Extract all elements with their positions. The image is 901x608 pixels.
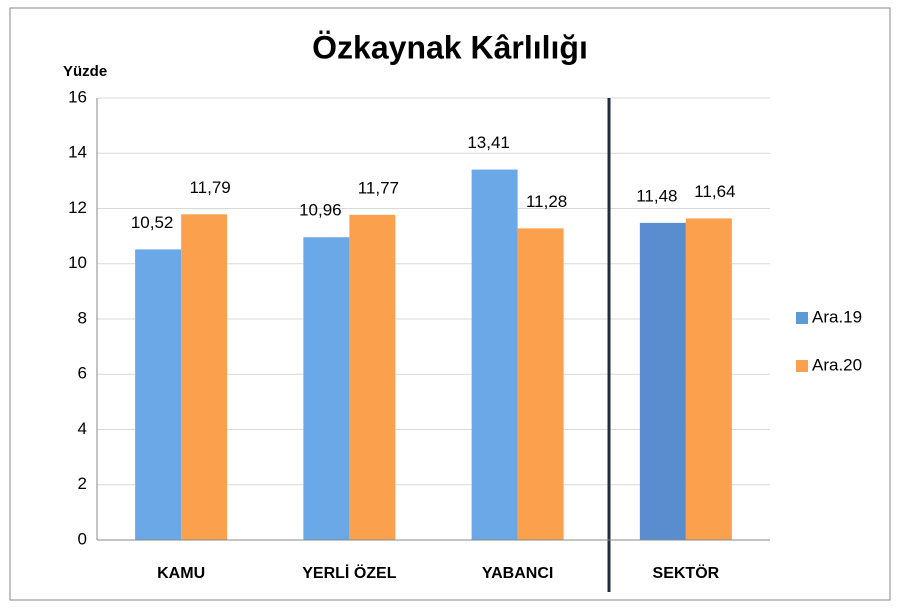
value-label: 11,79 [189, 178, 230, 197]
plot [135, 169, 732, 541]
x-tick-label: KAMU [157, 565, 205, 582]
bar [181, 214, 228, 540]
x-tick-label: YERLİ ÖZEL [302, 563, 396, 582]
value-label: 13,41 [467, 133, 510, 152]
legend-swatch [796, 360, 808, 372]
y-tick-label: 8 [78, 308, 87, 327]
value-label: 10,96 [299, 201, 342, 220]
y-tick-label: 16 [68, 87, 87, 106]
legend-label: Ara.19 [812, 307, 862, 326]
value-label: 11,77 [358, 178, 399, 197]
bar [303, 237, 350, 541]
bar [639, 222, 686, 541]
bar [471, 169, 518, 540]
y-tick-label: 14 [68, 143, 87, 162]
bar [517, 228, 564, 540]
y-axis-label: Yüzde [63, 63, 107, 80]
bar [349, 214, 396, 540]
y-tick-label: 10 [68, 253, 87, 272]
value-label: 11,28 [526, 192, 567, 211]
value-label: 10,52 [131, 213, 174, 232]
legend-swatch [796, 312, 808, 324]
y-tick-label: 2 [78, 474, 87, 493]
y-tick-label: 12 [68, 198, 87, 217]
x-tick-label: YABANCI [482, 565, 553, 582]
bar [685, 218, 732, 540]
bar [135, 249, 182, 540]
y-tick-label: 0 [78, 529, 87, 548]
y-tick-label: 4 [78, 419, 87, 438]
value-label: 11,48 [636, 186, 677, 205]
y-tick-label: 6 [78, 364, 87, 383]
legend-label: Ara.20 [812, 355, 862, 374]
chart-title: Özkaynak Kârlılığı [312, 29, 588, 65]
x-tick-label: SEKTÖR [653, 563, 720, 582]
value-label: 11,64 [694, 182, 735, 201]
